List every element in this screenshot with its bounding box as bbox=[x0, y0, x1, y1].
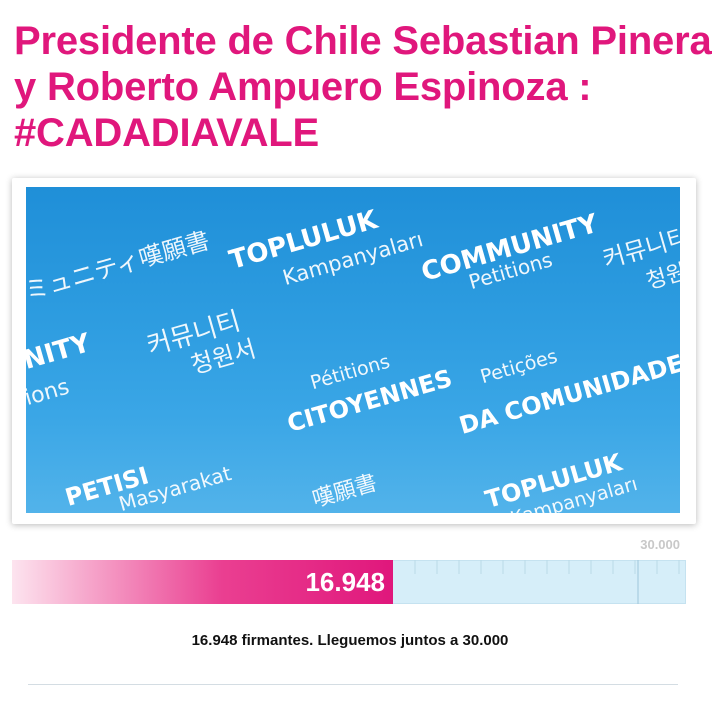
progress-caption: 16.948 firmantes. Lleguemos juntos a 30.… bbox=[191, 632, 509, 649]
petition-banner-frame: ミュニティ嘆願書 TOPLULUK Kampanyaları COMMUNITY… bbox=[12, 178, 696, 524]
banner-word: 嘆願書 bbox=[309, 470, 381, 513]
progress-goal-label: 30.000 bbox=[640, 537, 680, 552]
signature-progress-bar: 16.948 bbox=[12, 560, 686, 604]
petition-title: Presidente de Chile Sebastian Pinera y R… bbox=[14, 19, 712, 155]
banner-word: ミュニティ嘆願書 bbox=[26, 226, 213, 306]
progress-fill: 16.948 bbox=[12, 560, 393, 604]
banner-word: ions bbox=[26, 374, 73, 412]
divider bbox=[28, 684, 678, 685]
progress-current-value: 16.948 bbox=[305, 567, 385, 597]
banner-word: NITY bbox=[26, 328, 94, 376]
petition-banner-image: ミュニティ嘆願書 TOPLULUK Kampanyaları COMMUNITY… bbox=[26, 187, 680, 513]
banner-word: Petições bbox=[478, 345, 560, 389]
